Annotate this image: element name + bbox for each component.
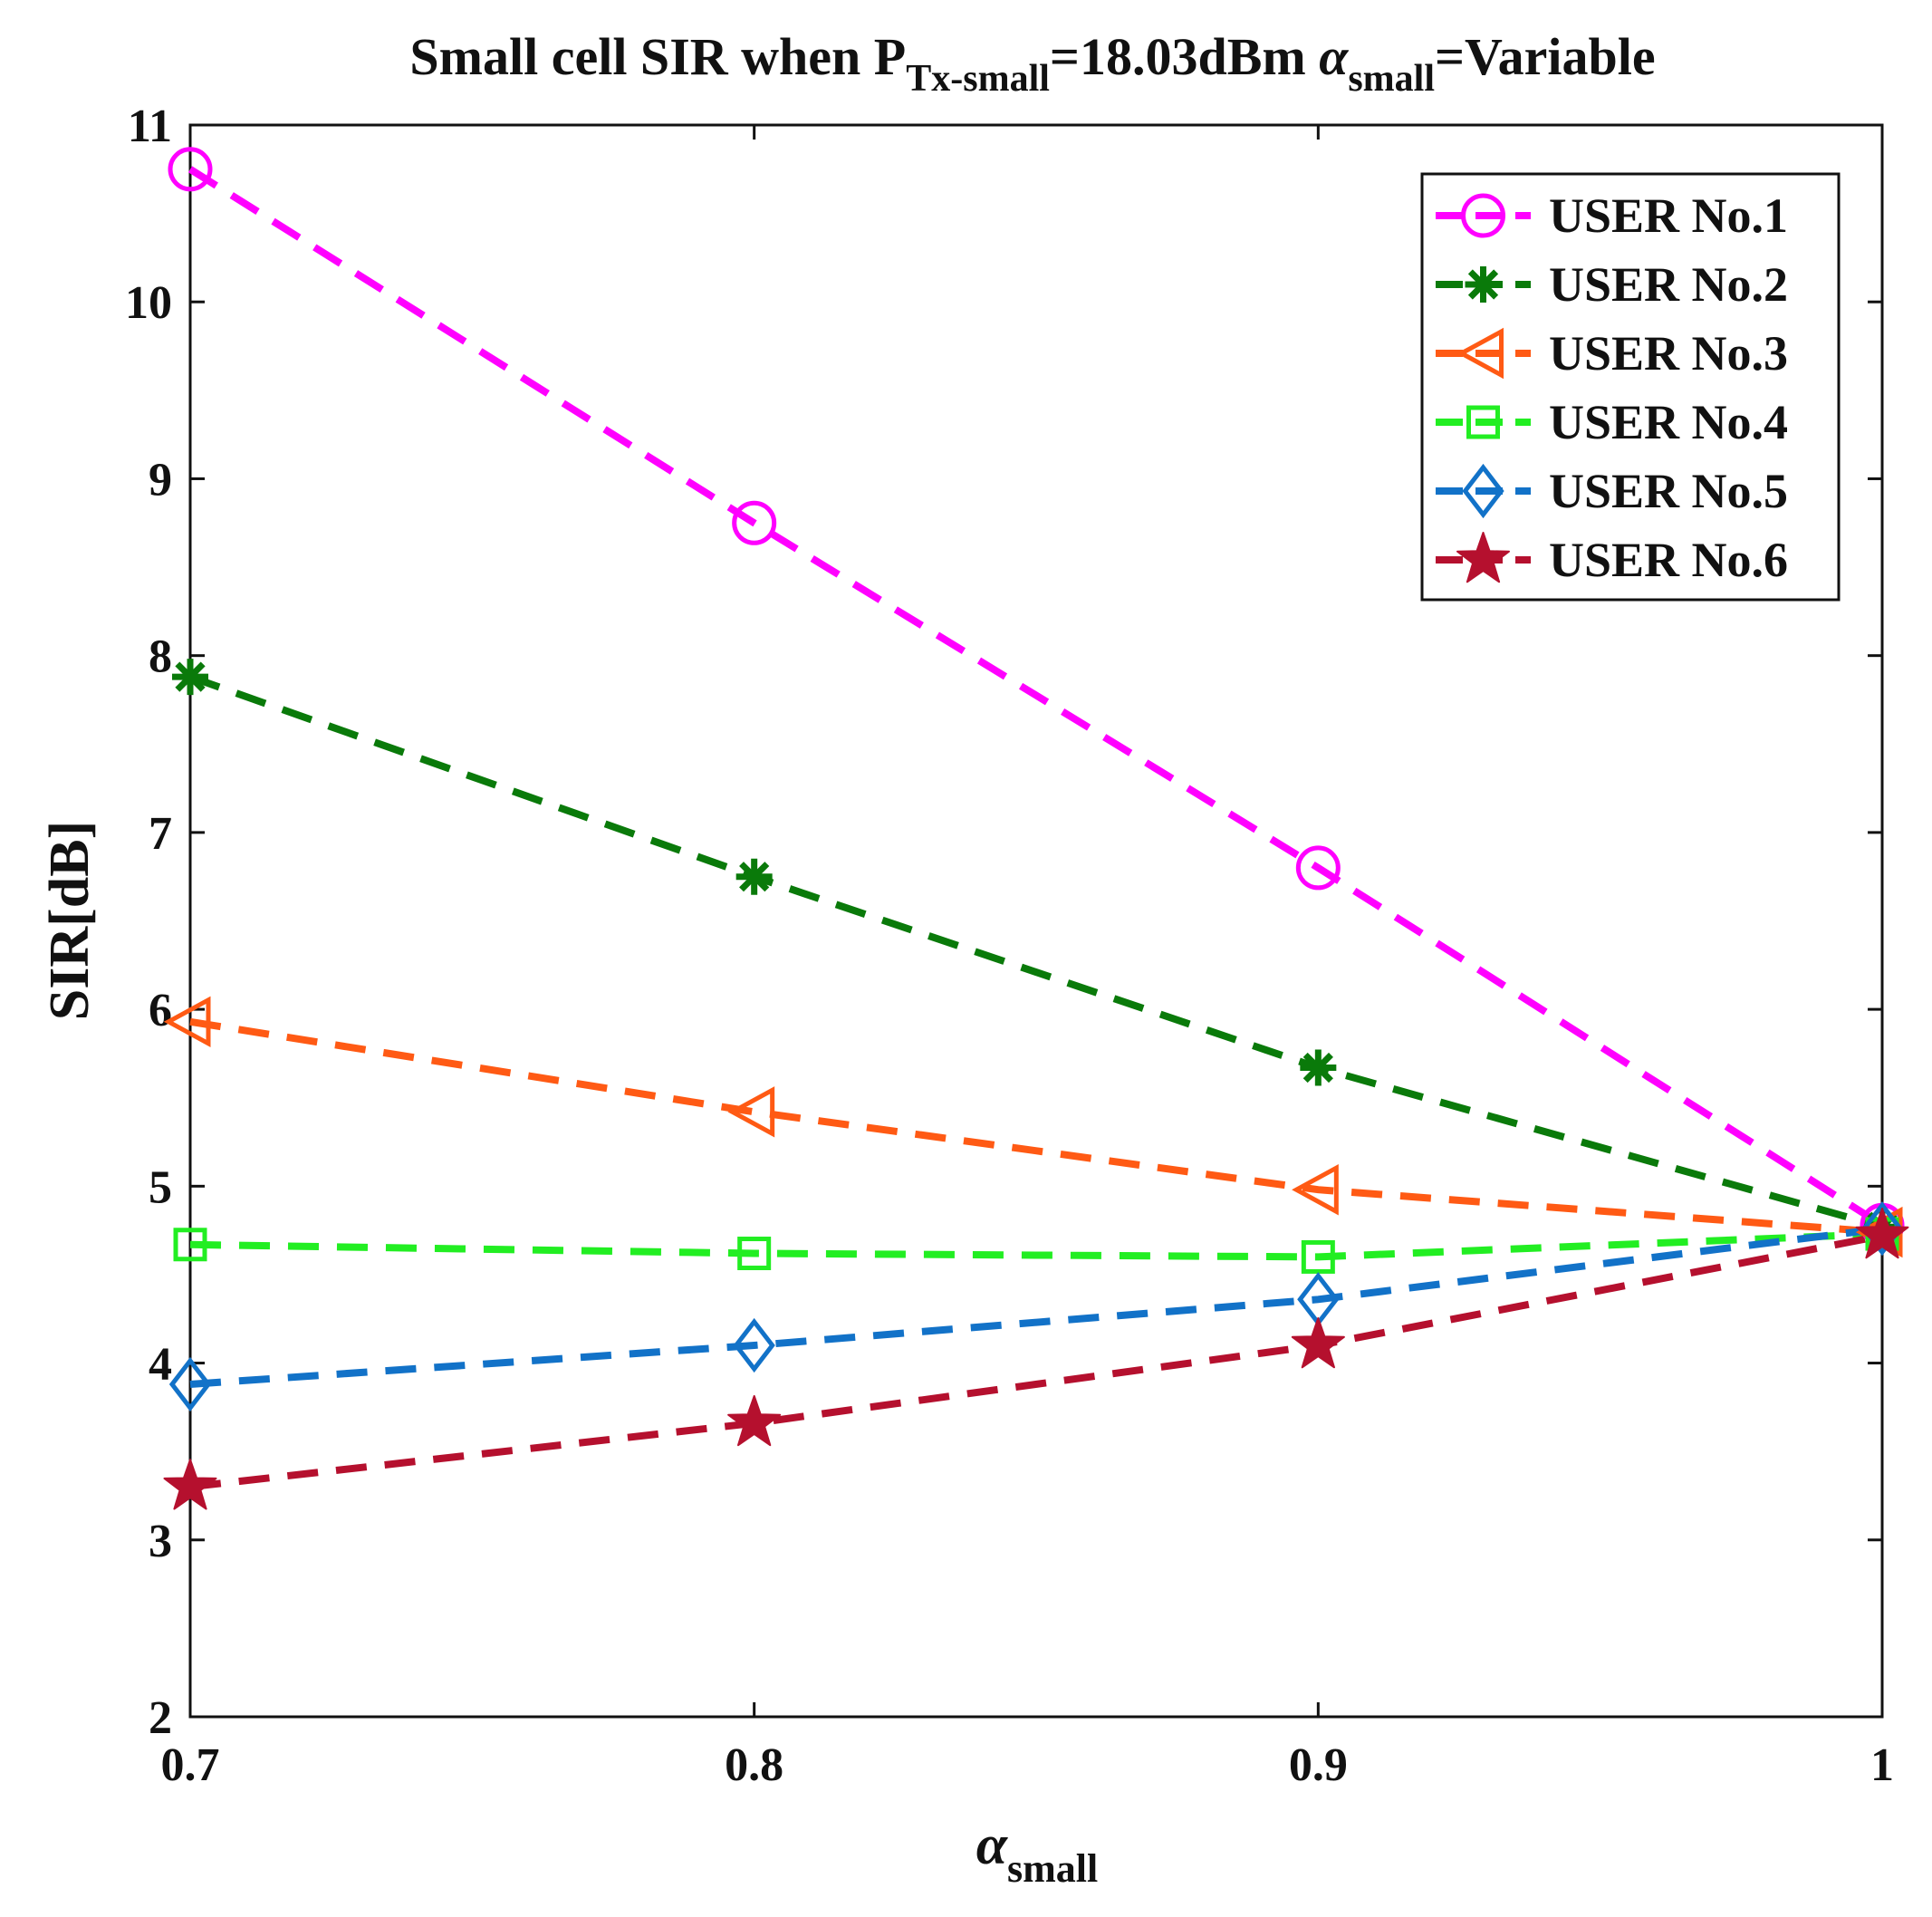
legend-entry: USER No.3 xyxy=(1436,326,1788,381)
y-tick-label: 4 xyxy=(149,1339,172,1391)
legend-label: USER No.5 xyxy=(1549,464,1788,518)
data-point-user-3 xyxy=(727,1086,775,1138)
legend-label: USER No.2 xyxy=(1549,257,1788,312)
series-line-user-6 xyxy=(189,1232,1883,1491)
legend-marker xyxy=(1462,463,1504,519)
axis-ticks: 0.7 0.8 0.9 1 2 3 4 5 6 7 8 9 10 11 xyxy=(125,101,1894,1791)
legend-entry: USER No.2 xyxy=(1436,257,1788,312)
legend-marker xyxy=(1461,193,1505,238)
x-tick-label: 0.9 xyxy=(1289,1739,1348,1791)
data-point-user-4 xyxy=(173,1228,207,1262)
data-point-user-6 xyxy=(1855,1208,1909,1259)
series-markers xyxy=(163,147,1909,1510)
chart-title: Small cell SIR when PTx-small=18.03dBm α… xyxy=(409,27,1655,100)
y-tick-label: 10 xyxy=(125,277,172,329)
y-tick-label: 5 xyxy=(149,1161,172,1213)
legend-box xyxy=(1420,172,1841,602)
data-point-user-6 xyxy=(163,1459,217,1510)
series-line-user-2 xyxy=(188,673,1884,1231)
plot-area: 0.7 0.8 0.9 1 2 3 4 5 6 7 8 9 10 11 xyxy=(125,101,1909,1791)
series-line-user-4 xyxy=(189,1230,1883,1261)
y-tick-label: 7 xyxy=(149,808,172,860)
x-tick-label: 0.8 xyxy=(725,1739,783,1791)
data-point-user-6 xyxy=(727,1394,782,1447)
y-tick-label: 6 xyxy=(149,985,172,1036)
legend-label: USER No.4 xyxy=(1549,395,1788,449)
legend-entry: USER No.1 xyxy=(1436,188,1788,243)
legend-entry: USER No.5 xyxy=(1436,463,1788,519)
data-point-user-1 xyxy=(168,147,213,192)
legend-entry: USER No.6 xyxy=(1436,532,1788,587)
legend-marker xyxy=(1456,532,1510,583)
data-point-user-5 xyxy=(168,1356,212,1412)
data-point-user-6 xyxy=(1291,1317,1345,1369)
data-point-user-2 xyxy=(735,858,773,895)
y-tick-label: 2 xyxy=(149,1692,172,1744)
data-point-user-2 xyxy=(172,659,208,696)
axes-box xyxy=(188,123,1884,1719)
data-point-user-4 xyxy=(737,1237,772,1271)
y-tick-label: 9 xyxy=(149,454,172,506)
x-axis-label: αsmall xyxy=(976,1815,1099,1891)
legend-marker xyxy=(1456,327,1504,380)
data-point-user-3 xyxy=(163,996,211,1047)
data-point-user-4 xyxy=(1301,1239,1335,1274)
y-tick-label: 3 xyxy=(149,1516,172,1567)
legend-label: USER No.3 xyxy=(1549,326,1788,381)
y-axis-label: SIR[dB] xyxy=(39,821,101,1021)
data-point-user-1 xyxy=(1295,845,1341,891)
legend-marker xyxy=(1466,405,1500,439)
series-line-user-3 xyxy=(189,1017,1883,1237)
data-point-user-2 xyxy=(1300,1049,1337,1086)
legend-label: USER No.1 xyxy=(1549,188,1788,243)
data-point-user-5 xyxy=(733,1317,775,1373)
y-tick-label: 8 xyxy=(149,631,172,683)
series-lines xyxy=(187,166,1885,1491)
x-tick-label: 0.7 xyxy=(161,1739,220,1791)
legend-marker xyxy=(1465,266,1502,303)
data-point-user-3 xyxy=(1292,1164,1339,1216)
legend-label: USER No.6 xyxy=(1549,533,1788,587)
series-line-user-5 xyxy=(189,1225,1883,1388)
y-tick-label: 11 xyxy=(128,101,172,152)
legend: USER No.1 USER No.2 USER No.3 USER No.4 USER… xyxy=(1420,172,1841,602)
x-tick-label: 1 xyxy=(1870,1739,1894,1791)
legend-entry: USER No.4 xyxy=(1436,395,1788,449)
data-point-user-5 xyxy=(1860,1201,1904,1257)
series-line-user-1 xyxy=(187,166,1885,1228)
data-point-user-1 xyxy=(732,500,777,545)
